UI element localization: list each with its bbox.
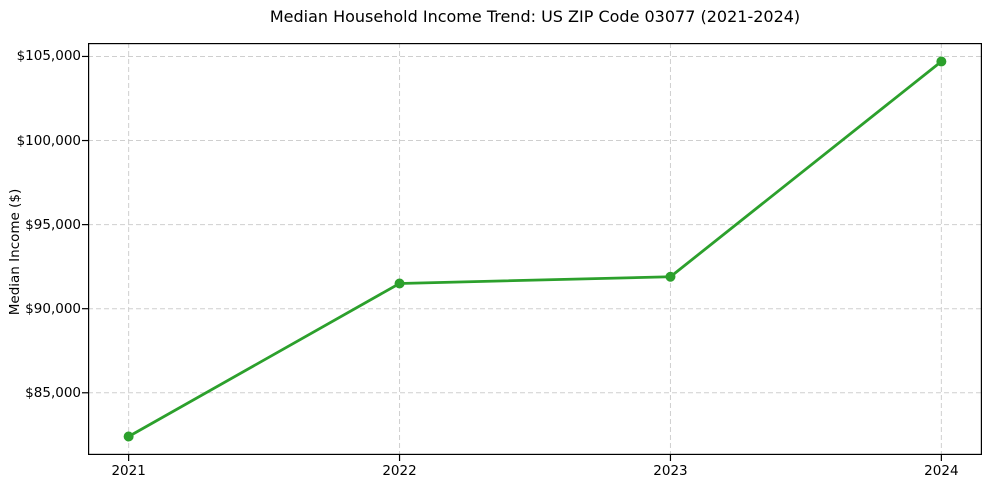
axis-tick-marks (82, 55, 942, 461)
x-tick-label: 2022 (382, 463, 417, 479)
y-tick-label: $90,000 (25, 300, 81, 317)
plot-frame (88, 43, 982, 455)
data-point-marker (936, 56, 947, 67)
y-tick-label: $95,000 (25, 216, 81, 233)
y-tick-label: $105,000 (16, 48, 81, 65)
data-point-marker (123, 431, 134, 442)
chart-title: Median Household Income Trend: US ZIP Co… (269, 7, 801, 26)
grid-lines (88, 43, 982, 455)
y-axis-label: Median Income ($) (7, 188, 23, 316)
plot-area (82, 43, 982, 461)
income-trend-line (127, 60, 943, 438)
data-point-marker (665, 271, 676, 282)
y-tick-label: $100,000 (16, 132, 81, 149)
x-tick-label: 2023 (653, 463, 688, 479)
y-tick-label: $85,000 (25, 384, 81, 401)
data-point-marker (394, 278, 405, 289)
x-tick-label: 2024 (924, 463, 959, 479)
x-tick-label: 2021 (111, 463, 146, 479)
